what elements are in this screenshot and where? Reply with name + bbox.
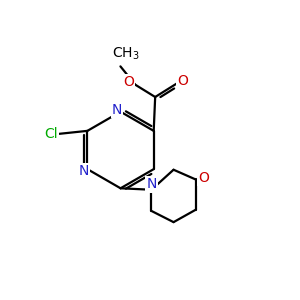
Text: O: O	[177, 74, 188, 88]
Text: N: N	[112, 103, 122, 117]
Text: N: N	[79, 164, 89, 178]
Text: O: O	[123, 75, 134, 89]
Text: O: O	[198, 171, 209, 185]
Text: N: N	[146, 177, 157, 191]
Text: CH$_3$: CH$_3$	[112, 46, 140, 62]
Text: Cl: Cl	[45, 127, 58, 141]
